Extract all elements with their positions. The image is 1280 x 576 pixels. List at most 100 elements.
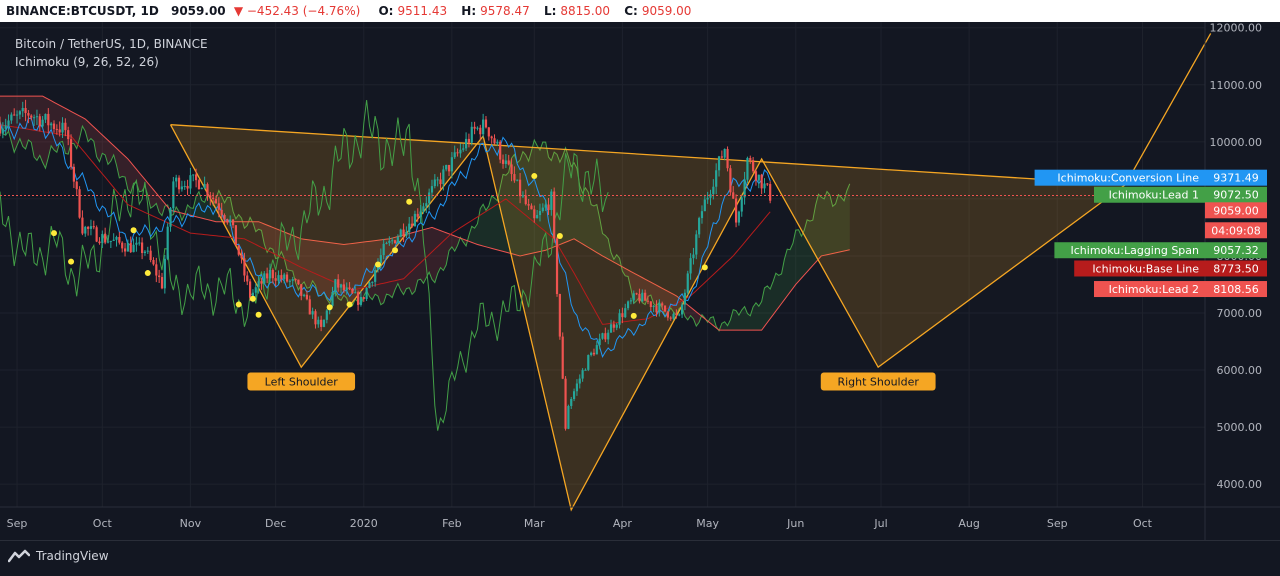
candle xyxy=(308,295,311,315)
candle-body xyxy=(212,197,215,199)
candle xyxy=(223,213,226,224)
candle-body xyxy=(487,127,490,137)
candle xyxy=(453,145,456,159)
candle xyxy=(72,163,75,188)
candle xyxy=(374,264,377,287)
tradingview-brand[interactable]: TradingView xyxy=(8,549,109,563)
candle xyxy=(430,179,434,199)
candle xyxy=(442,165,445,191)
candle-body xyxy=(268,269,272,279)
symbol-interval[interactable]: BINANCE:BTCUSDT, 1D xyxy=(6,4,159,18)
candle xyxy=(212,192,215,205)
candle xyxy=(101,230,104,248)
candle xyxy=(44,113,47,123)
candle xyxy=(183,180,186,190)
close-value: 9059.00 xyxy=(641,4,692,18)
candle xyxy=(666,311,669,321)
candle-body xyxy=(359,297,363,305)
signal-dot xyxy=(68,258,75,265)
candle-body xyxy=(666,311,669,318)
candle-body xyxy=(530,205,533,210)
candle-body xyxy=(396,236,399,244)
candle xyxy=(391,237,394,245)
candle xyxy=(769,181,772,204)
candle-body xyxy=(75,181,78,190)
price-tag-value-6: 8108.56 xyxy=(1213,283,1259,296)
candle xyxy=(351,287,354,294)
candle xyxy=(499,140,502,164)
candle xyxy=(143,250,147,256)
time-tick-13: Oct xyxy=(1133,517,1153,530)
lagging-span-line xyxy=(0,99,609,431)
footer-bar: TradingView xyxy=(0,540,1280,576)
candle-body xyxy=(72,166,75,182)
high-value: 9578.47 xyxy=(480,4,530,18)
price-tag-1 xyxy=(1205,186,1267,203)
candle xyxy=(683,289,687,311)
candle-body xyxy=(541,207,544,212)
candle xyxy=(592,348,596,357)
candle xyxy=(433,174,436,189)
candle-body xyxy=(18,111,21,115)
candle-body xyxy=(760,174,763,189)
candle-body xyxy=(510,164,513,175)
annotation-box-1 xyxy=(820,372,936,391)
candle xyxy=(507,154,510,166)
candle-body xyxy=(95,227,98,242)
candle-body xyxy=(766,183,769,185)
candle xyxy=(493,134,496,145)
candle-body xyxy=(200,188,203,190)
candle-body xyxy=(399,229,402,237)
candle-body xyxy=(436,179,439,181)
candle-body xyxy=(172,181,175,209)
price-change-value: −452.43 (−4.76%) xyxy=(246,4,361,18)
candle xyxy=(132,238,135,253)
candle-body xyxy=(590,352,593,356)
price-chart[interactable]: 12000.0011000.0010000.009000.008000.0070… xyxy=(0,22,1280,540)
candle-body xyxy=(723,149,726,158)
candle xyxy=(140,237,144,260)
candle-body xyxy=(692,254,695,259)
candle xyxy=(331,286,334,308)
candle-body xyxy=(626,301,630,309)
candle-body xyxy=(464,138,468,149)
candle-body xyxy=(24,107,27,114)
candle-body xyxy=(209,195,212,198)
candle-body xyxy=(285,274,289,282)
candle xyxy=(163,255,166,294)
neckline xyxy=(170,124,1126,186)
candle xyxy=(21,101,24,117)
candle xyxy=(462,144,465,152)
price-tag-value-5: 8773.50 xyxy=(1213,262,1259,275)
candle xyxy=(558,293,561,340)
candle-body xyxy=(356,292,360,305)
candle xyxy=(87,225,90,236)
signal-dot xyxy=(130,227,137,234)
candle xyxy=(254,283,257,298)
candle-body xyxy=(553,191,556,239)
indicator-legend[interactable]: Ichimoku (9, 26, 52, 26) xyxy=(15,55,159,69)
price-tag-5 xyxy=(1205,260,1267,277)
pattern-annotations: Left Shoulder Right Shoulder xyxy=(247,372,936,391)
candle xyxy=(698,216,701,238)
candle xyxy=(561,332,564,380)
candle-body xyxy=(507,160,510,165)
candle-body xyxy=(7,120,10,126)
candle-body xyxy=(104,233,107,243)
price-tick-2: 10000.00 xyxy=(1210,136,1263,149)
candle-body xyxy=(769,184,772,201)
tradingview-logo-icon xyxy=(8,549,30,563)
candle xyxy=(271,268,274,284)
time-tick-11: Aug xyxy=(958,517,979,530)
candle xyxy=(646,295,650,305)
candle xyxy=(405,226,408,239)
candle xyxy=(348,282,351,291)
candle xyxy=(177,175,181,194)
candle xyxy=(359,291,363,307)
candle-body xyxy=(342,284,345,291)
candle xyxy=(325,309,328,324)
candle xyxy=(626,300,630,311)
open-label: O: xyxy=(378,4,394,18)
signal-dot xyxy=(701,264,708,271)
candle-body xyxy=(320,319,323,327)
